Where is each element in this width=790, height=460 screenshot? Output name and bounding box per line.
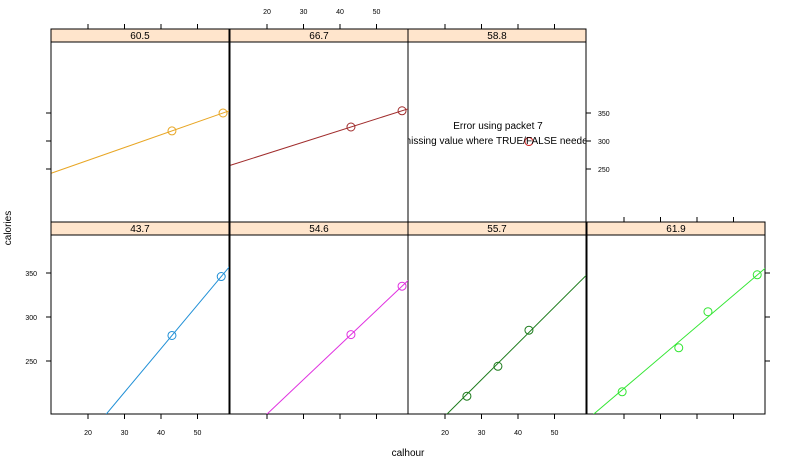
- panel-strip-label: 58.8: [487, 31, 507, 42]
- panel-strip-label: 61.9: [666, 224, 686, 235]
- y-tick-label: 250: [25, 359, 37, 366]
- y-tick-label: 300: [25, 315, 37, 322]
- data-point: [524, 137, 534, 147]
- text-labels: 60.5 66.7 58.8 43.7 54.6 55.7 61.9 20 30 40 50 20 30…: [25, 9, 686, 437]
- data-point: [524, 325, 534, 335]
- x-tick-label: 30: [478, 430, 486, 437]
- error-message-line2: missing value where TRUE/FALSE needed: [403, 136, 593, 147]
- axis-ticks: [46, 24, 770, 419]
- regression-line: [446, 274, 586, 414]
- panel-frame: [229, 41, 409, 223]
- panel-strip-label: 54.6: [309, 224, 329, 235]
- x-tick-label: 30: [300, 9, 308, 16]
- data-point: [752, 270, 762, 280]
- x-tick-label: 40: [514, 430, 522, 437]
- panel-frame: [586, 234, 766, 415]
- data-point: [346, 330, 356, 340]
- data-point: [346, 122, 356, 132]
- data-point: [397, 281, 407, 291]
- x-tick-label: 20: [263, 9, 271, 16]
- panel-frame: [407, 41, 587, 223]
- panel-data: [230, 106, 408, 166]
- x-tick-label: 50: [551, 430, 559, 437]
- data-point: [167, 126, 177, 136]
- panel-data: [51, 108, 229, 174]
- data-point: [617, 387, 627, 397]
- x-tick-label: 20: [84, 430, 92, 437]
- y-tick-label: 250: [598, 167, 610, 174]
- data-point: [216, 272, 226, 282]
- data-point: [703, 307, 713, 317]
- data-point: [218, 108, 228, 118]
- data-point: [397, 106, 407, 116]
- panel-frame: [50, 234, 230, 415]
- data-point: [167, 330, 177, 340]
- panel-frame: [229, 234, 409, 415]
- panel-strip-label: 55.7: [487, 224, 507, 235]
- panel-data: [105, 266, 229, 414]
- data-marks: Error using packet 7 missing value where …: [51, 106, 765, 414]
- x-tick-label: 40: [336, 9, 344, 16]
- x-axis-title: calhour: [392, 448, 425, 459]
- panel-data: [446, 274, 586, 414]
- panel-data: [266, 279, 408, 414]
- regression-line: [105, 266, 229, 414]
- y-tick-label: 350: [598, 111, 610, 118]
- y-tick-label: 300: [598, 139, 610, 146]
- data-point: [674, 343, 684, 353]
- regression-line: [593, 267, 765, 414]
- panel-strip-label: 66.7: [309, 31, 329, 42]
- panel-data: Error using packet 7 missing value where …: [403, 121, 593, 147]
- error-message-line1: Error using packet 7: [453, 121, 543, 132]
- data-point: [493, 361, 503, 371]
- panel-frames: [50, 28, 766, 415]
- x-tick-label: 30: [121, 430, 129, 437]
- x-tick-label: 50: [194, 430, 202, 437]
- panel-strip-label: 43.7: [130, 224, 150, 235]
- panel-data: [593, 267, 765, 414]
- y-axis-title: calories: [3, 211, 14, 245]
- panel-strip-label: 60.5: [130, 31, 150, 42]
- x-tick-label: 50: [373, 9, 381, 16]
- x-tick-label: 20: [441, 430, 449, 437]
- panel-frame: [50, 41, 230, 223]
- y-tick-label: 350: [25, 271, 37, 278]
- x-tick-label: 40: [157, 430, 165, 437]
- panel-frame: [407, 234, 587, 415]
- regression-line: [230, 108, 408, 166]
- regression-line: [266, 279, 408, 414]
- data-point: [462, 391, 472, 401]
- regression-line: [51, 110, 229, 174]
